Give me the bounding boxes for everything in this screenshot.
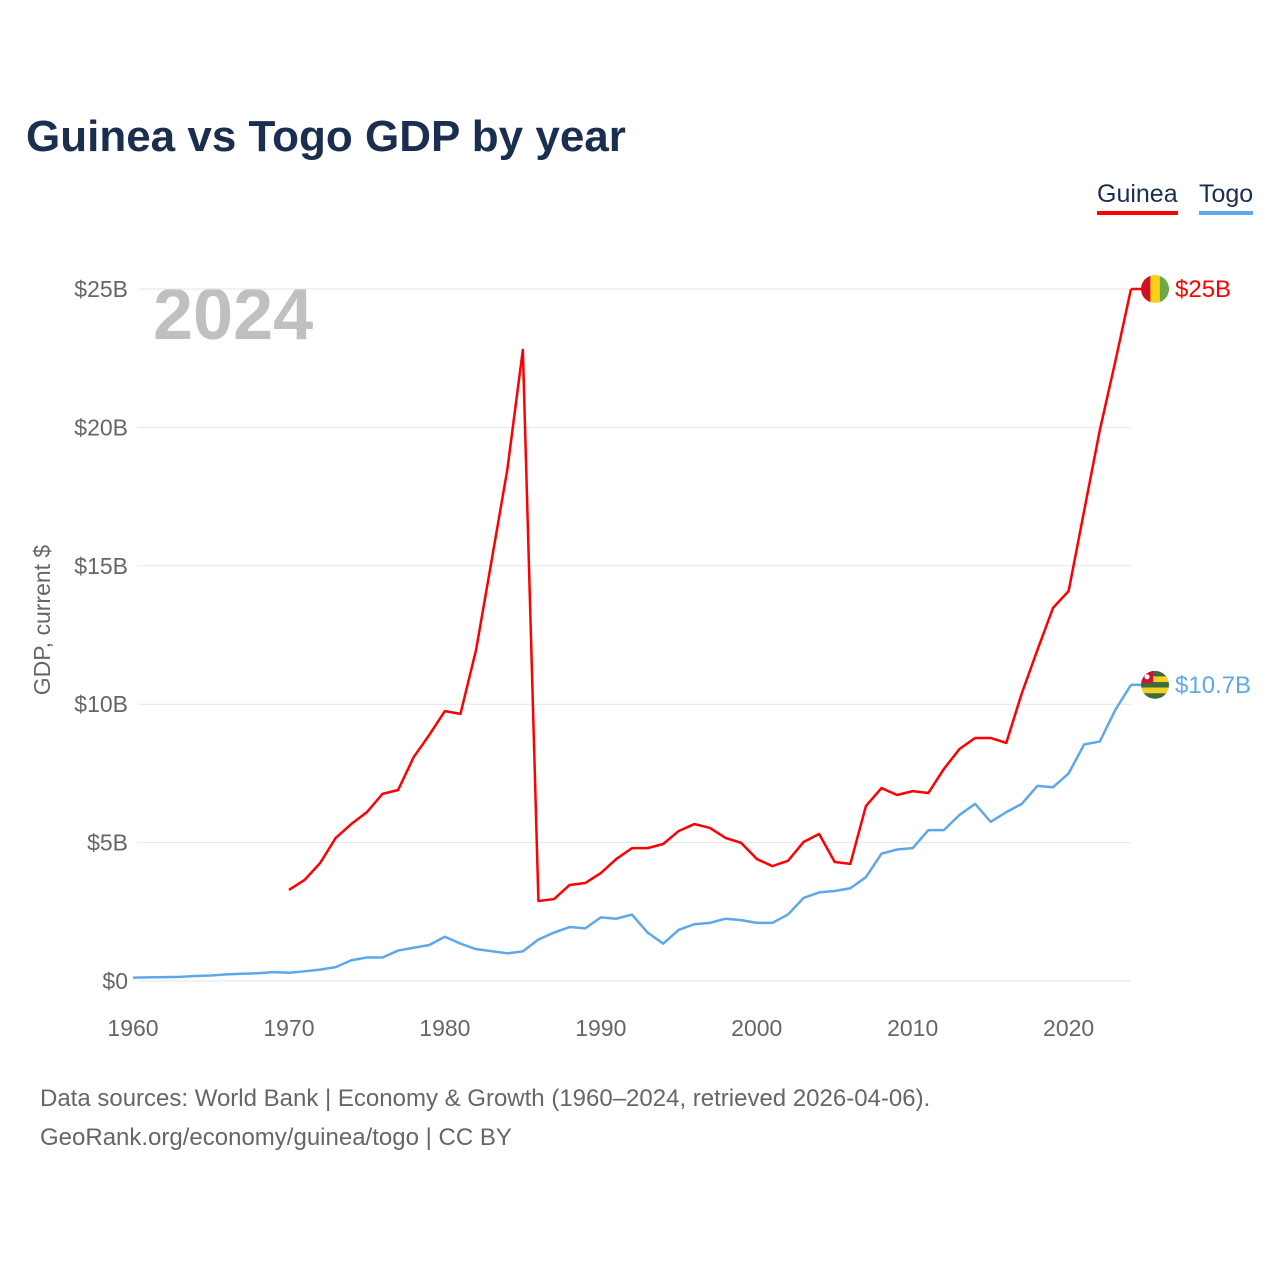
- legend-guinea[interactable]: Guinea: [1097, 180, 1178, 215]
- series-line-guinea: [288, 288, 1133, 903]
- series-line-togo: [132, 684, 1133, 979]
- x-tick-label: 1990: [575, 1015, 626, 1041]
- x-tick-label: 1970: [263, 1015, 314, 1041]
- y-tick-label: $25B: [74, 276, 128, 302]
- x-tick-label: 2000: [731, 1015, 782, 1041]
- x-tick-label: 1980: [419, 1015, 470, 1041]
- end-value-label: $25B: [1175, 276, 1231, 303]
- y-tick-label: $5B: [87, 830, 128, 856]
- y-axis-label: GDP, current $: [29, 545, 55, 696]
- y-tick-label: $10B: [74, 691, 128, 717]
- y-tick-label: $20B: [74, 414, 128, 440]
- end-value-label: $10.7B: [1175, 672, 1251, 699]
- source-text: Data sources: World Bank | Economy & Gro…: [40, 1085, 931, 1112]
- flag-togo-icon: [1141, 670, 1169, 699]
- flag-guinea-icon: [1141, 275, 1169, 303]
- source-link[interactable]: GeoRank.org/economy/guinea/togo | CC BY: [40, 1124, 512, 1151]
- chart-title: Guinea vs Togo GDP by year: [26, 112, 626, 161]
- x-tick-label: 2010: [887, 1015, 938, 1041]
- legend-togo[interactable]: Togo: [1199, 180, 1254, 215]
- x-tick-label: 2020: [1043, 1015, 1094, 1041]
- y-tick-label: $0: [102, 968, 128, 994]
- x-tick-label: 1960: [107, 1015, 158, 1041]
- y-tick-label: $15B: [74, 553, 128, 579]
- year-label: 2024: [153, 275, 313, 355]
